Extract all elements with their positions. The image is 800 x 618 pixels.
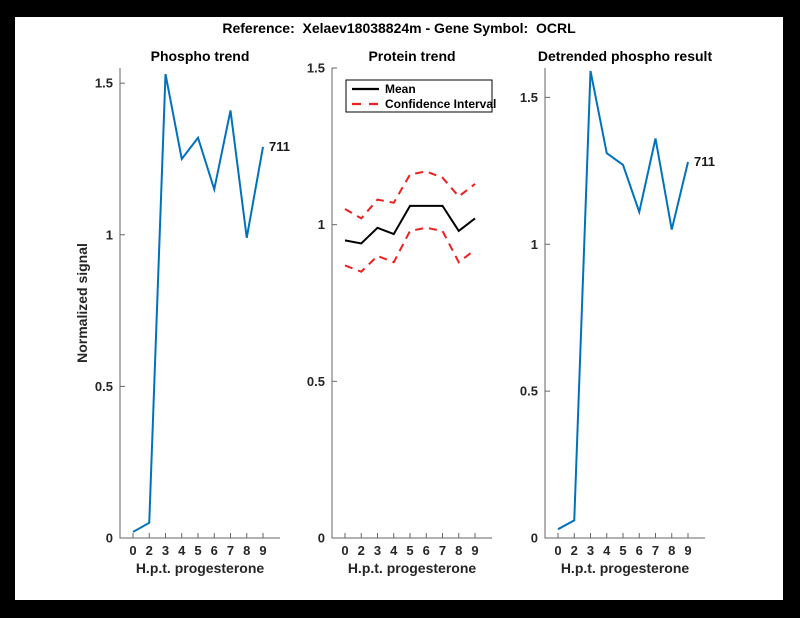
x-axis-label: H.p.t. progesterone xyxy=(561,560,690,576)
legend-label-ci-upper: Confidence Interval xyxy=(385,97,496,111)
figure-title: Reference: Xelaev18038824m - Gene Symbol… xyxy=(222,20,576,36)
x-tick-label: 4 xyxy=(178,543,186,558)
series-line-ci-lower xyxy=(344,226,476,273)
y-tick-label: 0.5 xyxy=(95,379,113,394)
x-tick-label: 8 xyxy=(243,543,250,558)
legend-box xyxy=(345,79,493,113)
x-tick-label: 3 xyxy=(587,543,594,558)
x-tick-label: 4 xyxy=(390,543,398,558)
x-tick-label: 9 xyxy=(684,543,691,558)
series-line-detrended xyxy=(557,70,689,531)
x-tick-label: 5 xyxy=(194,543,201,558)
subplot-title: Protein trend xyxy=(368,48,455,64)
y-tick-label: 0.5 xyxy=(307,374,325,389)
x-tick-label: 9 xyxy=(471,543,478,558)
series-line-ci-upper xyxy=(344,170,476,220)
y-tick-label: 1 xyxy=(531,237,538,252)
x-tick-label: 6 xyxy=(423,543,430,558)
end-point-annotation: 711 xyxy=(694,154,715,169)
x-tick-label: 6 xyxy=(636,543,643,558)
x-tick-label: 6 xyxy=(211,543,218,558)
x-tick-label: 2 xyxy=(358,543,365,558)
y-tick-label: 1.5 xyxy=(95,76,113,91)
y-tick-label: 1.5 xyxy=(307,61,325,76)
x-tick-label: 4 xyxy=(603,543,611,558)
x-axis-label: H.p.t. progesterone xyxy=(136,560,265,576)
x-tick-label: 7 xyxy=(227,543,234,558)
x-tick-label: 8 xyxy=(668,543,675,558)
series-line-phospho xyxy=(132,73,264,533)
x-tick-label: 0 xyxy=(554,543,561,558)
x-tick-label: 8 xyxy=(455,543,462,558)
matlab-figure: Reference: Xelaev18038824m - Gene Symbol… xyxy=(15,17,783,600)
y-axis-label: Normalized signal xyxy=(74,243,90,363)
y-tick-label: 1.5 xyxy=(520,90,538,105)
x-tick-label: 0 xyxy=(129,543,136,558)
end-point-annotation: 711 xyxy=(269,139,290,154)
x-tick-label: 7 xyxy=(439,543,446,558)
axes-lines xyxy=(544,68,705,539)
y-tick-label: 1 xyxy=(106,227,113,242)
x-tick-label: 9 xyxy=(259,543,266,558)
x-axis-label: H.p.t. progesterone xyxy=(348,560,477,576)
y-tick-label: 0.5 xyxy=(520,384,538,399)
x-tick-label: 7 xyxy=(652,543,659,558)
axes-lines xyxy=(119,68,280,539)
series-line-mean xyxy=(344,204,476,245)
x-tick-label: 5 xyxy=(619,543,626,558)
legend-label-mean: Mean xyxy=(385,82,416,96)
y-tick-label: 0 xyxy=(106,531,113,546)
y-tick-label: 1 xyxy=(318,217,325,232)
axes-lines xyxy=(331,68,492,539)
x-tick-label: 0 xyxy=(341,543,348,558)
subplot-title: Phospho trend xyxy=(151,48,250,64)
x-tick-label: 5 xyxy=(406,543,413,558)
subplot-title: Detrended phospho result xyxy=(538,48,713,64)
y-tick-label: 0 xyxy=(318,531,325,546)
x-tick-label: 3 xyxy=(374,543,381,558)
x-tick-label: 2 xyxy=(146,543,153,558)
x-tick-label: 3 xyxy=(162,543,169,558)
x-tick-label: 2 xyxy=(571,543,578,558)
y-tick-label: 0 xyxy=(531,531,538,546)
